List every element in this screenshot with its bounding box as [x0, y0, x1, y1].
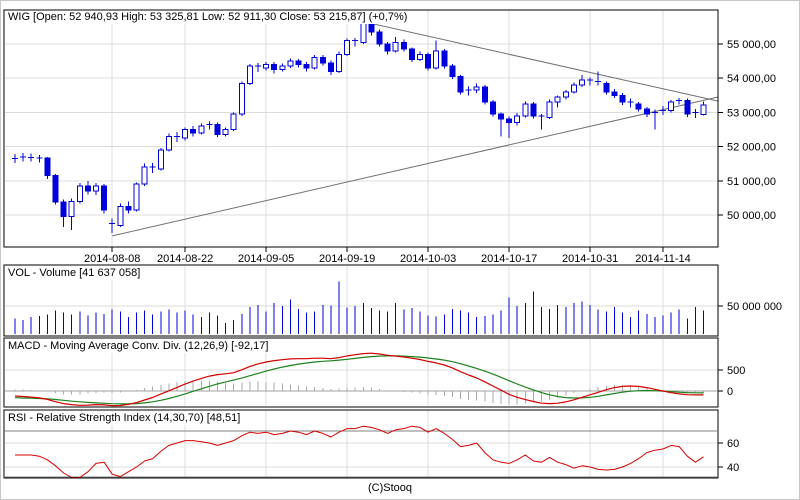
candle [635, 103, 642, 110]
candle [279, 65, 286, 71]
candle [489, 101, 496, 115]
candle [684, 99, 691, 115]
candle [101, 185, 108, 211]
price-axis-label: 52 000,00 [727, 142, 776, 154]
price-axis-label: 50 000,00 [727, 210, 776, 222]
candle [514, 115, 521, 124]
price-axis-label: 53 000,00 [727, 107, 776, 119]
candle [570, 84, 577, 93]
candle [433, 50, 440, 69]
candle [157, 149, 164, 170]
candle [619, 94, 626, 103]
macd-axis-label: 0 [727, 386, 733, 398]
candle [457, 75, 464, 93]
panel-borders [3, 9, 719, 479]
candle [643, 108, 650, 115]
candle [319, 57, 326, 64]
date-label: 2014-09-19 [319, 253, 375, 265]
candle [117, 205, 124, 226]
candle [165, 135, 172, 151]
candle [668, 101, 675, 112]
candle [336, 53, 342, 72]
volume-axis-label: 50 000 000 [727, 301, 782, 313]
candle [546, 101, 553, 119]
candle [76, 185, 83, 202]
price-axis-label: 54 000,00 [727, 73, 776, 85]
date-label: 2014-10-31 [562, 253, 618, 265]
candle [84, 185, 91, 192]
candle [141, 166, 148, 185]
candle [287, 60, 294, 67]
candle [271, 64, 278, 71]
candle [441, 50, 448, 67]
candle [530, 103, 537, 117]
candle [417, 53, 423, 60]
candle [190, 129, 197, 134]
candle [579, 79, 585, 86]
candle [214, 123, 221, 136]
candle [611, 91, 618, 96]
candle [52, 175, 59, 203]
candle [198, 125, 205, 134]
candle [554, 96, 561, 103]
macd-series [14, 352, 704, 407]
candle [522, 103, 529, 117]
macd-axis-label: 500 [727, 365, 745, 377]
date-label: 2014-10-03 [400, 253, 456, 265]
candle [133, 183, 140, 211]
price-axis-label: 55 000,00 [727, 39, 776, 51]
candle [603, 82, 610, 93]
candle [246, 65, 253, 84]
volume-panel-header: VOL - Volume [41 637 058] [7, 267, 144, 280]
rsi-axis-label: 40 [727, 462, 739, 474]
candle [425, 53, 432, 69]
date-label: 2014-09-05 [238, 253, 294, 265]
candle [295, 60, 302, 66]
candle [327, 62, 334, 72]
candle [263, 64, 270, 69]
candle [449, 65, 456, 77]
date-label: 2014-08-08 [84, 253, 140, 265]
candle [562, 91, 569, 98]
candle [506, 118, 513, 124]
macd-panel-header: MACD - Moving Average Conv. Div. (12,26,… [7, 340, 272, 353]
date-label: 2014-08-22 [157, 253, 213, 265]
axis-labels: 55 000,00 54 000,00 53 000,00 52 000,00 51 0… [84, 39, 782, 474]
candle [93, 185, 99, 192]
candle [400, 41, 407, 50]
candle [125, 205, 132, 211]
rsi-axis-label: 60 [727, 438, 739, 450]
candle [60, 201, 67, 218]
candle [481, 86, 488, 103]
candle [238, 82, 245, 115]
candle [44, 157, 51, 177]
volume-series [14, 281, 704, 334]
candle [311, 57, 318, 69]
candle [392, 41, 399, 52]
candle [473, 86, 480, 91]
candle [303, 64, 310, 69]
candle [68, 200, 75, 218]
price-panel-header: WIG [Open: 52 940,93 High: 53 325,81 Low… [7, 11, 411, 24]
candlestick-series [12, 18, 707, 234]
price-axis-label: 51 000,00 [727, 176, 776, 188]
trendlines [112, 17, 719, 237]
candle [498, 113, 504, 120]
candle [408, 48, 415, 60]
copyright-watermark: (C)Stooq [367, 482, 413, 494]
date-label: 2014-10-17 [481, 253, 537, 265]
rsi-series [15, 425, 704, 478]
candle [230, 113, 237, 131]
rsi-panel-header: RSI - Relative Strength Index (14,30,70)… [7, 412, 244, 425]
candle [700, 104, 707, 115]
candle [344, 40, 351, 55]
candle [360, 21, 367, 43]
candle [222, 129, 229, 136]
candle [182, 129, 189, 139]
candle [376, 31, 383, 45]
date-label: 2014-11-14 [635, 253, 690, 265]
candle [384, 43, 391, 52]
